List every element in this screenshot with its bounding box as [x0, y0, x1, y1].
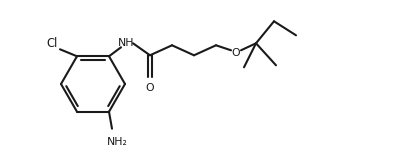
Text: O: O: [232, 48, 240, 58]
Text: Cl: Cl: [47, 37, 58, 50]
Text: NH₂: NH₂: [107, 137, 127, 147]
Text: O: O: [146, 83, 154, 93]
Text: NH: NH: [118, 38, 134, 48]
